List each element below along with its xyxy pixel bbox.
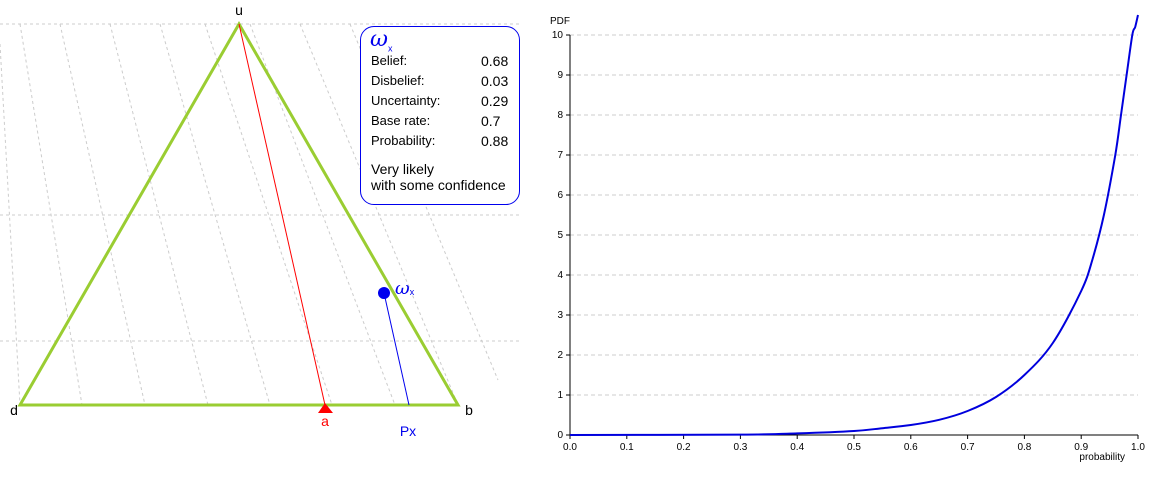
opinion-point[interactable] — [378, 287, 390, 299]
y-tick-label: 9 — [557, 70, 563, 81]
base-rate-director — [238, 23, 326, 406]
uncertainty-row: Uncertainty: 0.29 — [371, 93, 511, 113]
pdf-grid — [570, 34, 1138, 396]
y-tick-label: 4 — [557, 270, 563, 281]
x-tick-label: 0.2 — [677, 442, 691, 453]
verbal-line-1: Very likely — [371, 161, 435, 177]
uncertainty-value: 0.29 — [481, 93, 509, 109]
base-rate-value: 0.7 — [481, 113, 501, 129]
x-tick-label: 0.7 — [961, 442, 975, 453]
x-axis-label: probability — [1079, 452, 1125, 463]
opinion-info-panel: ωx Belief: 0.68 Disbelief: 0.03 Uncertaint… — [360, 26, 520, 205]
base-rate-row: Base rate: 0.7 — [371, 113, 511, 133]
y-tick-label: 2 — [557, 350, 563, 361]
x-tick-label: 0.8 — [1017, 442, 1031, 453]
triangle-outline — [17, 20, 461, 407]
belief-value: 0.68 — [481, 53, 509, 69]
vertex-label-uncertainty: u — [235, 2, 243, 18]
verbal-description: Very likely with some confidence — [371, 161, 521, 193]
x-tick-label: 0.6 — [904, 442, 918, 453]
y-tick-label: 6 — [557, 190, 563, 201]
probability-row: Probability: 0.88 — [371, 133, 511, 153]
pdf-chart: 0 1 2 3 4 5 6 7 8 9 10 0.0 0.1 0.2 0.3 0.4 0.5 0.6 0.7 0.8… — [550, 14, 1145, 463]
projection-line — [383, 292, 410, 406]
base-rate-label-text: Base rate: — [371, 113, 431, 128]
x-tick-label: 0.1 — [620, 442, 634, 453]
belief-label: Belief: — [371, 53, 408, 68]
probability-value: 0.88 — [481, 133, 509, 149]
verbal-line-2: with some confidence — [371, 177, 506, 193]
disbelief-value: 0.03 — [481, 73, 509, 89]
opinion-triangle: u d b a Px ωx — [0, 2, 520, 439]
y-tick-label: 7 — [557, 150, 563, 161]
y-tick-label: 5 — [557, 230, 563, 241]
pdf-x-ticks: 0.0 0.1 0.2 0.3 0.4 0.5 0.6 0.7 0.8 0.9 1.0 — [563, 435, 1145, 453]
disbelief-row: Disbelief: 0.03 — [371, 73, 511, 93]
probability-label: Probability: — [371, 133, 436, 148]
y-tick-label: 3 — [557, 310, 563, 321]
projection-label: Px — [400, 423, 416, 439]
vertex-label-disbelief: d — [10, 402, 18, 418]
x-tick-label: 0.4 — [790, 442, 804, 453]
x-tick-label: 1.0 — [1131, 442, 1145, 453]
x-tick-label: 0.3 — [733, 442, 747, 453]
x-tick-label: 0.5 — [847, 442, 861, 453]
vertex-label-belief: b — [465, 402, 473, 418]
disbelief-label: Disbelief: — [371, 73, 425, 88]
belief-row: Belief: 0.68 — [371, 53, 511, 73]
y-tick-label: 10 — [552, 30, 564, 41]
base-rate-label: a — [321, 413, 329, 429]
x-tick-label: 0.0 — [563, 442, 577, 453]
pdf-curve — [569, 14, 1139, 436]
y-axis-label: PDF — [550, 16, 570, 27]
pdf-y-ticks: 0 1 2 3 4 5 6 7 8 9 10 — [552, 30, 570, 441]
opinion-point-label: ωx — [395, 278, 415, 299]
opinion-symbol: ωx — [370, 27, 393, 54]
uncertainty-label: Uncertainty: — [371, 93, 441, 108]
x-tick-label: 0.9 — [1074, 442, 1088, 453]
y-tick-label: 0 — [557, 430, 563, 441]
y-tick-label: 1 — [557, 390, 563, 401]
y-tick-label: 8 — [557, 110, 563, 121]
base-rate-marker[interactable] — [318, 403, 333, 413]
